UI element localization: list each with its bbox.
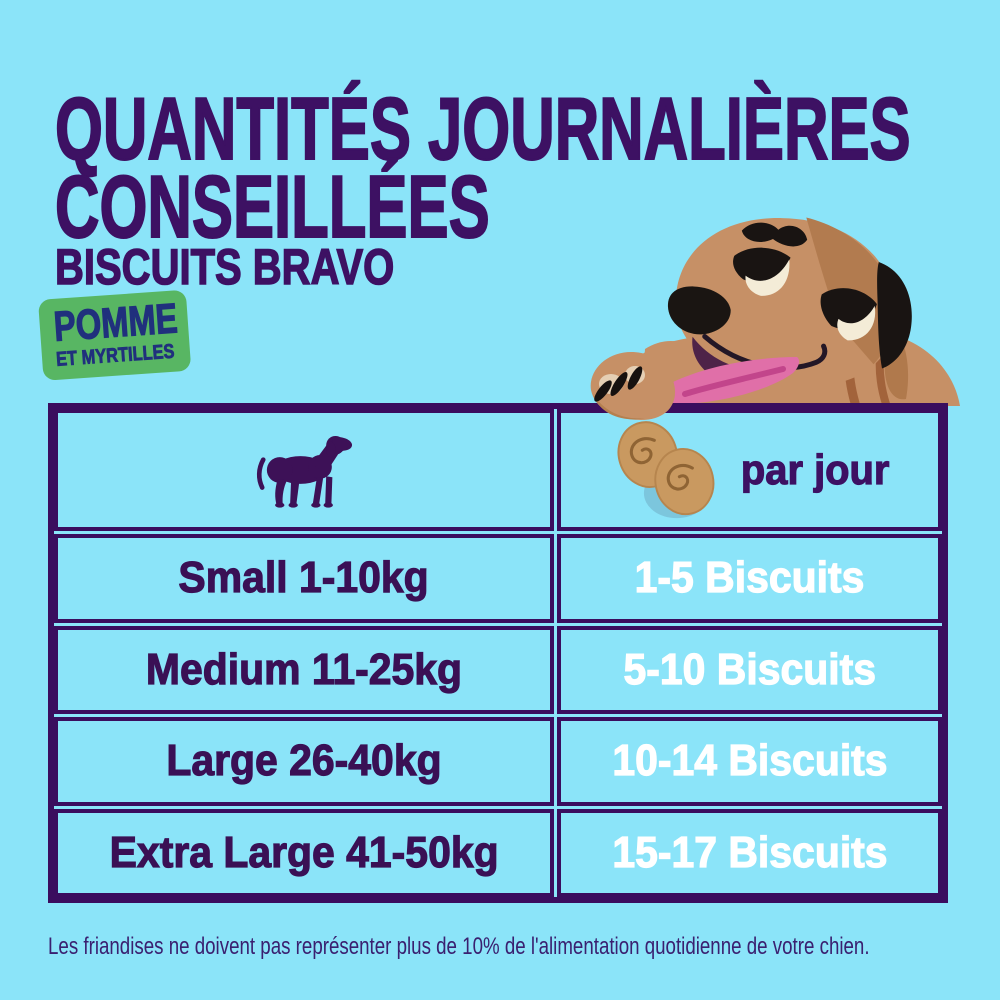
size-label: Extra Large 41-50kg [109, 827, 499, 877]
table-row-quantity: 1-5 Biscuits [557, 534, 942, 623]
quantity-label: 10-14 Biscuits [611, 736, 888, 786]
footer-disclaimer: Les friandises ne doivent pas représente… [48, 933, 870, 960]
flavor-secondary: ET MYRTILLES [55, 340, 176, 371]
table-header-weight-cell [54, 409, 554, 531]
dog-paw [590, 352, 676, 420]
dog-silhouette-icon [256, 435, 353, 508]
flavor-primary: POMME [52, 294, 180, 351]
table-row-size: Extra Large 41-50kg [54, 808, 554, 897]
quantity-label: 1-5 Biscuits [634, 553, 865, 603]
quantity-label: 5-10 Biscuits [623, 644, 877, 694]
table-row-size: Large 26-40kg [54, 717, 554, 806]
flavor-badge: POMME ET MYRTILLES [38, 289, 192, 381]
product-subtitle: BISCUITS BRAVO [54, 238, 395, 296]
table-row-quantity: 5-10 Biscuits [557, 625, 942, 714]
page-title-line1: QUANTITÉS JOURNALIÈRES [54, 78, 911, 179]
table-row-size: Medium 11-25kg [54, 625, 554, 714]
par-jour-label: par jour [741, 445, 891, 493]
feeding-table: par jour Small 1-10kg 1-5 Biscuits Mediu… [48, 403, 948, 903]
page-title-line2: CONSEILLÉES [54, 156, 490, 257]
size-label: Small 1-10kg [178, 553, 430, 603]
table-header-quantity-cell: par jour [557, 409, 942, 531]
table-row-quantity: 15-17 Biscuits [557, 808, 942, 897]
size-label: Large 26-40kg [166, 736, 442, 786]
table-row-size: Small 1-10kg [54, 534, 554, 623]
size-label: Medium 11-25kg [145, 644, 463, 694]
quantity-label: 15-17 Biscuits [611, 827, 888, 877]
table-row-quantity: 10-14 Biscuits [557, 717, 942, 806]
biscuits-icon [617, 421, 715, 519]
